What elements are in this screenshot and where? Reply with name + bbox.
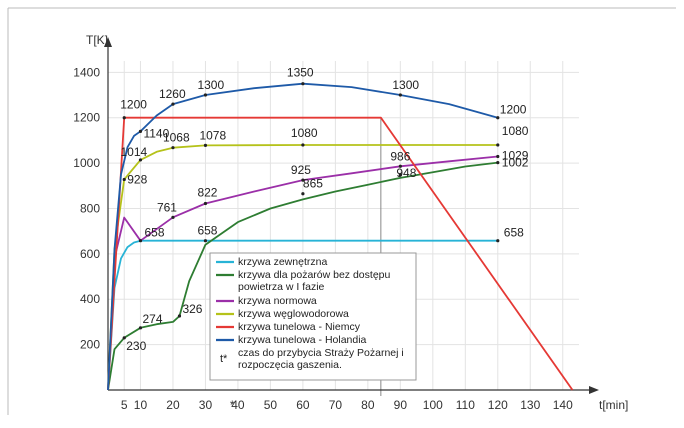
data-labels: 658 658 230 274 326 658 865 948 1002 928 761 822 925… [120,66,529,353]
data-label: 986 [390,149,410,163]
y-tick-label: 1200 [73,111,100,125]
x-tick-label: 10 [134,398,148,412]
data-label: 865 [303,177,323,191]
x-tick-label: 100 [423,398,443,412]
legend-item-label: krzywa węglowodorowa [238,308,349,320]
x-tick-label: 140 [553,398,573,412]
data-point [496,143,500,147]
data-point [496,239,500,243]
y-axis-arrow [104,37,112,47]
data-point [138,326,143,330]
data-point [301,192,305,196]
x-tick-label: 40 [231,398,245,412]
legend-item-label: krzywa tunelowa - Holandia [238,334,367,346]
y-tick-label: 200 [80,338,100,352]
data-label: 1300 [392,78,419,92]
data-point [301,178,305,182]
legend-box [209,252,417,381]
y-axis-title: T[K] [86,33,108,47]
data-point [177,314,182,318]
legend-t-star-symbol: t* [220,353,228,365]
data-label: 658 [504,226,524,240]
legend-t-star-note: czas do przybycia Straży Pożarnej i rozpo… [238,347,404,371]
data-point [138,158,143,162]
series-line-1 [107,161,498,391]
data-label: 230 [126,339,146,353]
series-line-2 [107,155,498,391]
y-tick-label: 1000 [73,156,100,170]
legend-item-label: krzywa dla pożarów bez dostępu powietrza … [238,269,390,293]
x-tick-label: 110 [456,398,475,412]
data-point [203,201,208,206]
data-label: 1350 [287,66,314,80]
y-tick-label: 1400 [73,65,100,79]
x-tick-label: 20 [166,398,180,412]
data-point [496,161,500,165]
series-line-4 [107,116,574,391]
data-label: 1068 [163,131,190,145]
data-label: 761 [157,200,177,214]
x-tick-label: 60 [296,398,310,412]
data-label: 1014 [120,145,147,159]
data-point [171,102,175,106]
data-point [138,129,143,133]
x-tick-label: 5 [121,398,128,412]
data-label: 1200 [500,103,527,117]
data-point [122,336,126,340]
data-label: 274 [142,312,162,326]
x-tick-label: 70 [329,398,343,412]
data-label: 1140 [143,126,169,140]
x-axis-arrow [589,386,599,394]
x-axis-title: t[min] [599,398,628,412]
data-point [398,173,402,177]
data-label: 1200 [120,98,147,112]
data-label: 1029 [502,149,529,163]
data-point [171,146,175,150]
legend-item-label: krzywa tunelowa - Niemcy [238,321,361,333]
x-axis-star-marker: * [230,398,235,412]
data-point [203,143,208,148]
data-point [301,143,305,147]
x-tick-label: 120 [488,398,508,412]
x-tick-label: 30 [199,398,213,412]
legend-item-label: krzywa zewnętrzna [238,256,327,268]
data-point [398,93,402,97]
x-tick-label: 130 [520,398,540,412]
data-point [138,239,143,243]
data-point [122,116,126,120]
data-point [122,177,126,182]
data-point [398,164,402,168]
data-label: 928 [127,172,147,186]
y-tick-label: 400 [80,292,100,306]
y-tick-label: 600 [80,247,100,261]
data-label: 658 [197,224,217,238]
data-label: 658 [144,226,164,240]
data-label: 326 [182,302,202,316]
legend-item-label: krzywa normowa [238,295,317,307]
data-point [496,116,500,120]
series-group [107,82,574,391]
x-tick-label: 50 [264,398,278,412]
data-label: 925 [291,163,311,177]
x-tick-label: 80 [361,398,375,412]
axes: * T[K] t[min] 200 400 600 800 1000 1200 1400 5 10 20… [73,33,628,412]
y-tick-label: 800 [80,201,100,215]
data-label: 1080 [291,126,318,140]
data-label: 1300 [197,78,224,92]
data-label: 1080 [502,124,529,138]
x-tick-label: 90 [394,398,408,412]
data-label: 948 [396,166,416,180]
data-point [496,154,500,159]
data-point [203,93,208,97]
data-point [171,215,175,219]
data-point [203,239,208,243]
data-label: 822 [197,185,217,199]
data-label: 1002 [502,156,529,170]
data-label: 1078 [199,128,226,142]
data-point [301,82,305,86]
data-label: 1260 [159,87,186,101]
